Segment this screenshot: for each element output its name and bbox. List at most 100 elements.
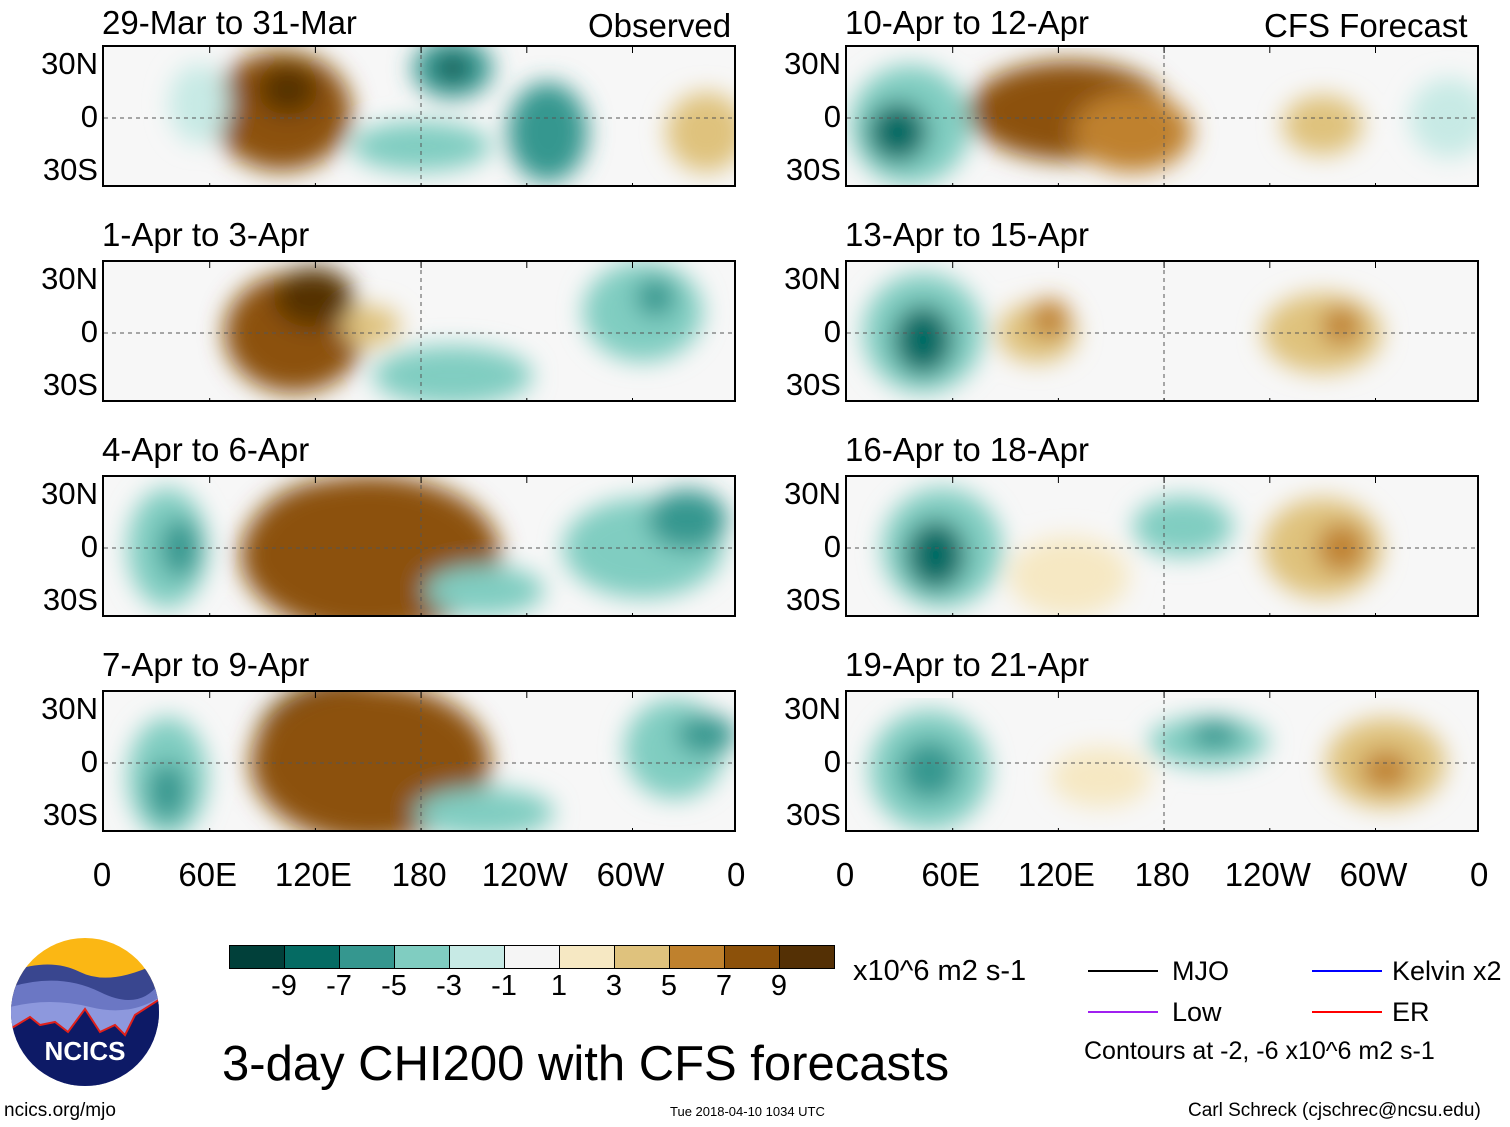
anomaly-blob: [169, 63, 230, 144]
anomaly-blob: [273, 267, 354, 328]
y-tick-label: 30N: [784, 46, 841, 81]
x-tick-label: 60E: [921, 856, 981, 893]
y-tick-label: 0: [823, 314, 841, 349]
panel-title: 13-Apr to 15-Apr: [845, 216, 1089, 253]
anomaly-blob: [1029, 298, 1070, 339]
anomaly-blob: [147, 761, 188, 822]
y-tick-label: 30S: [42, 797, 98, 832]
x-tick-label: 120E: [274, 856, 352, 893]
x-tick-label: 0: [1470, 856, 1489, 893]
x-tick-label: 180: [391, 856, 447, 893]
panel-title: 29-Mar to 31-Mar: [102, 4, 357, 41]
anomaly-blob: [1050, 747, 1151, 808]
colorbar-label: -1: [491, 970, 517, 1002]
y-tick-label: 0: [80, 99, 98, 134]
x-tick-label: 180: [1134, 856, 1190, 893]
colorbar-swatch: [505, 946, 560, 968]
colorbar-label: -7: [326, 970, 352, 1002]
y-tick-label: 30S: [42, 152, 98, 187]
panel-title: 7-Apr to 9-Apr: [102, 646, 310, 683]
legend-kelvin: Kelvin x2: [1392, 956, 1502, 986]
y-tick-label: 30N: [41, 691, 98, 726]
x-tick-label: 120W: [481, 856, 568, 893]
anomaly-blob: [424, 565, 545, 615]
anomaly-blob: [160, 518, 201, 578]
colorbar-swatch: [230, 946, 285, 968]
anomaly-blob: [1321, 305, 1362, 346]
x-tick-label: 120E: [1017, 856, 1095, 893]
x-tick-label: 60W: [596, 856, 665, 893]
colorbar-swatch: [560, 946, 615, 968]
panel-title: 16-Apr to 18-Apr: [845, 431, 1089, 468]
colorbar: [229, 945, 835, 969]
anomaly-blob: [1008, 536, 1129, 615]
anomaly-blob: [414, 787, 555, 830]
author: Carl Schreck (cjschrec@ncsu.edu): [1188, 1100, 1481, 1121]
anomaly-blob: [1316, 523, 1367, 573]
colorbar-swatch: [285, 946, 340, 968]
legend-mjo: MJO: [1172, 956, 1229, 986]
y-tick-label: 0: [80, 529, 98, 564]
x-tick-label: 0: [92, 856, 112, 893]
y-tick-label: 0: [80, 744, 98, 779]
map-panel: [102, 45, 736, 187]
panel-title: 1-Apr to 3-Apr: [102, 216, 310, 253]
y-tick-label: 30S: [785, 797, 841, 832]
panel-title: 4-Apr to 6-Apr: [102, 431, 310, 468]
x-tick-label: 60E: [178, 856, 238, 893]
anomaly-blob: [1133, 496, 1234, 557]
colorbar-label: -9: [271, 970, 297, 1002]
y-tick-label: 0: [823, 744, 841, 779]
y-tick-label: 30N: [41, 261, 98, 296]
site-link[interactable]: ncics.org/mjo: [4, 1100, 116, 1121]
legend-er: ER: [1392, 997, 1430, 1027]
colorbar-label: -5: [381, 970, 407, 1002]
anomaly-blob: [437, 56, 468, 81]
anomaly-blob: [1409, 78, 1477, 158]
colorbar-swatch: [615, 946, 670, 968]
colorbar-swatch: [450, 946, 505, 968]
x-tick-label: 60W: [1339, 856, 1408, 893]
panel-title: 10-Apr to 12-Apr: [845, 4, 1089, 41]
map-panel: [102, 690, 736, 832]
y-tick-label: 0: [80, 314, 98, 349]
y-tick-label: 0: [823, 529, 841, 564]
colorbar-label: 5: [660, 970, 678, 1002]
colorbar-label: -3: [436, 970, 462, 1002]
x-tick-label: 0: [835, 856, 855, 893]
y-tick-label: 30N: [784, 691, 841, 726]
contour-note: Contours at -2, -6 x10^6 m2 s-1: [1084, 1037, 1435, 1065]
colorbar-label: 3: [605, 970, 623, 1002]
y-tick-label: 30S: [42, 367, 98, 402]
anomaly-blob: [647, 489, 728, 550]
y-tick-label: 30S: [785, 582, 841, 617]
y-tick-label: 0: [823, 99, 841, 134]
low-line: [1088, 1011, 1158, 1013]
mjo-line: [1088, 970, 1158, 972]
ncics-logo: NCICS: [11, 938, 159, 1086]
colorbar-swatch: [670, 946, 725, 968]
units-label: x10^6 m2 s-1: [853, 955, 1027, 987]
y-tick-label: 30N: [41, 476, 98, 511]
anomaly-blob: [1282, 95, 1363, 156]
colorbar-label: 1: [550, 970, 568, 1002]
anomaly-blob: [676, 714, 734, 755]
y-tick-label: 30S: [785, 367, 841, 402]
timestamp: Tue 2018-04-10 1034 UTC: [670, 1104, 825, 1119]
anomaly-blob: [1360, 750, 1411, 791]
observed-label: Observed: [588, 7, 732, 44]
kelvin-line: [1312, 970, 1382, 972]
anomaly-blob: [893, 305, 954, 376]
anomaly-blob: [1189, 719, 1240, 750]
anomaly-blob: [507, 82, 588, 183]
main-title: 3-day CHI200 with CFS forecasts: [222, 1037, 950, 1091]
y-tick-label: 30N: [784, 261, 841, 296]
anomaly-blob: [250, 692, 491, 830]
svg-text:NCICS: NCICS: [45, 1036, 126, 1066]
colorbar-swatch: [340, 946, 395, 968]
anomaly-blob: [257, 64, 318, 115]
map-panel: [845, 45, 1479, 187]
x-tick-label: 0: [727, 856, 746, 893]
anomaly-blob: [867, 102, 928, 163]
